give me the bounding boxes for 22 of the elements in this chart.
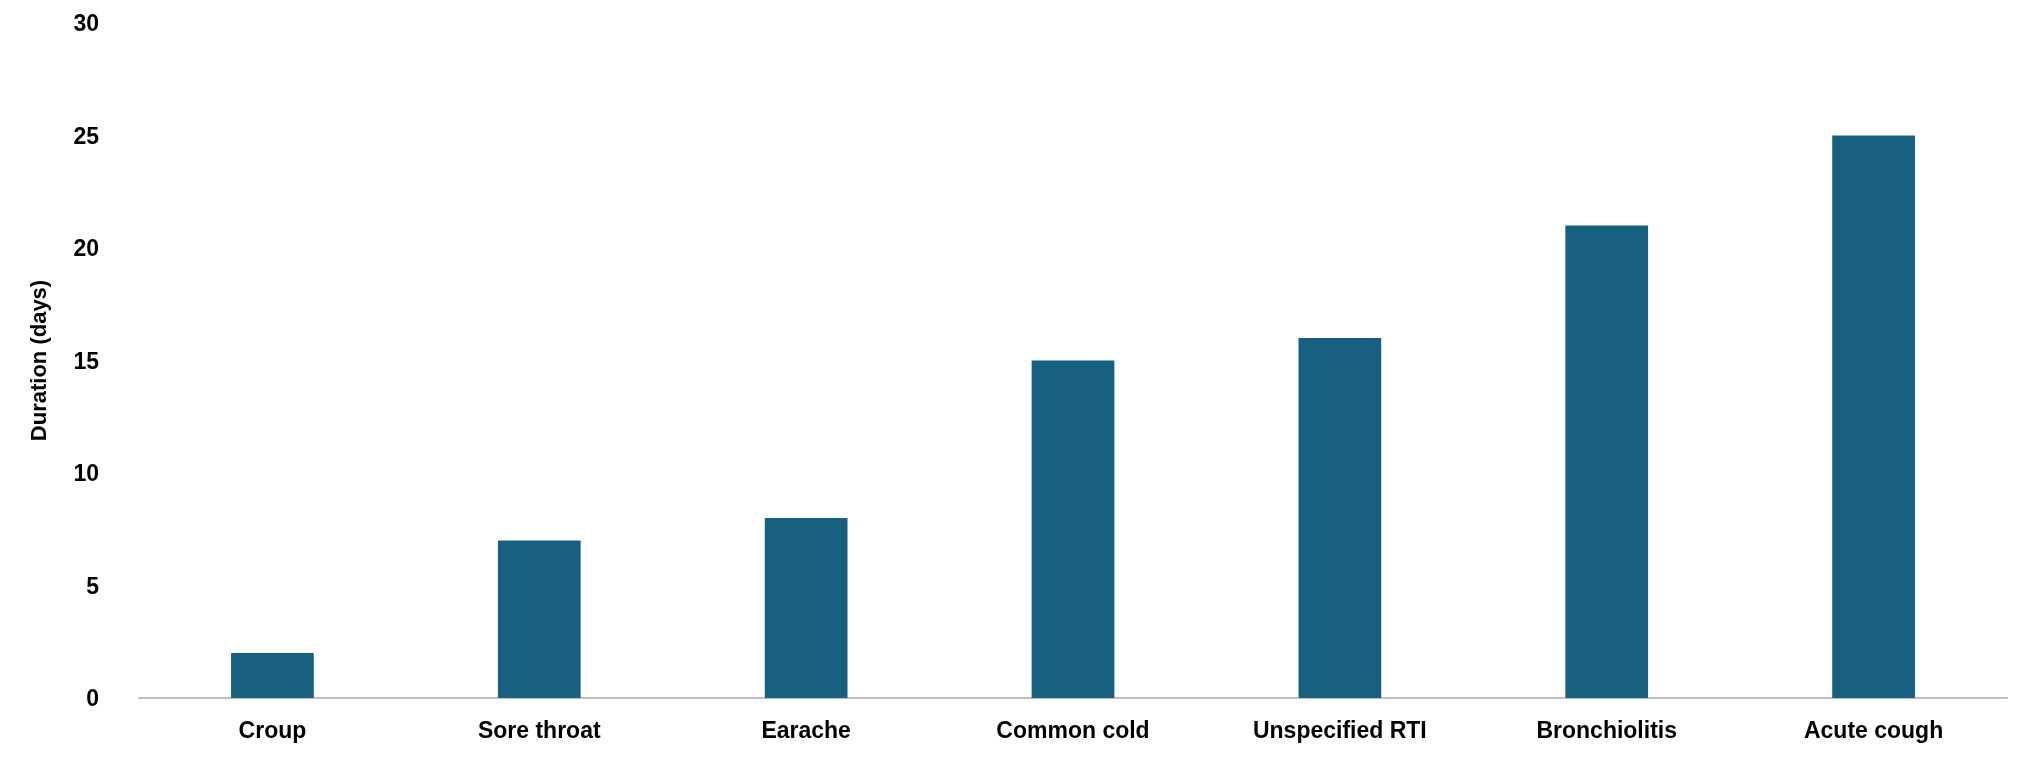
y-tick-label: 25	[73, 122, 100, 149]
bar	[1031, 360, 1115, 698]
y-tick-label: 0	[86, 685, 99, 711]
x-tick-label: Earache	[761, 716, 851, 743]
x-tick-label: Croup	[238, 716, 307, 743]
x-tick-label: Common cold	[996, 716, 1150, 743]
x-tick-label: Bronchiolitis	[1536, 716, 1677, 743]
x-tick-label: Sore throat	[477, 716, 601, 743]
bar	[231, 653, 314, 698]
bar	[764, 518, 848, 698]
bar	[1832, 135, 1915, 698]
x-tick-label: Unspecified RTI	[1252, 716, 1427, 743]
bar	[1298, 338, 1382, 698]
y-tick-label: 5	[86, 572, 100, 599]
x-tick-label: Acute cough	[1803, 716, 1944, 743]
bar	[497, 540, 581, 698]
y-tick-label: 10	[73, 460, 99, 486]
y-tick-label: 15	[73, 347, 100, 374]
y-axis-title: Duration (days)	[25, 279, 51, 442]
bar	[1565, 225, 1649, 698]
y-tick-label: 30	[73, 10, 99, 36]
y-tick-label: 20	[73, 235, 99, 261]
